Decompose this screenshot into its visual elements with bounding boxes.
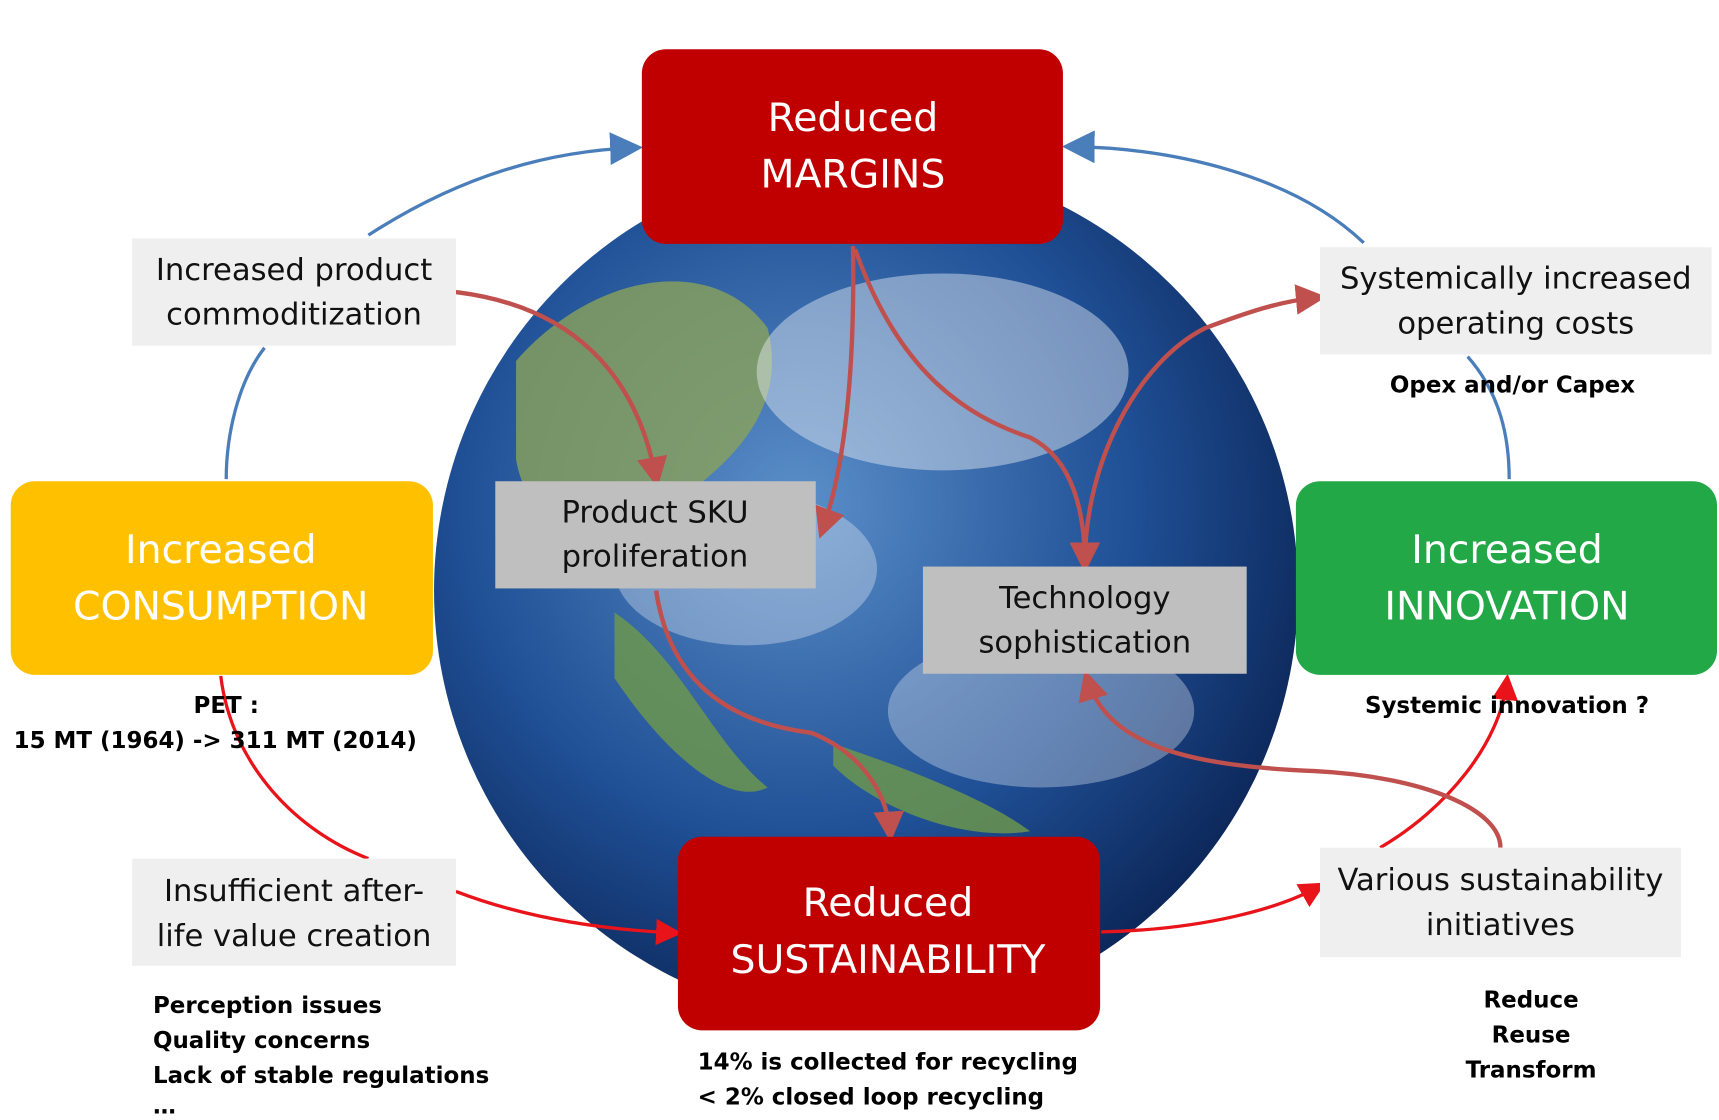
note: Opex and/or Capex [1390, 373, 1635, 399]
node-label: Increased product [156, 253, 432, 288]
note: Quality concerns [153, 1028, 370, 1054]
note: 14% is collected for recycling [698, 1050, 1078, 1076]
innovation-box [1296, 481, 1717, 675]
node-label: Increased [125, 527, 317, 573]
margins-box [642, 49, 1063, 244]
node-label: Increased [1411, 527, 1603, 573]
sustainability-box [678, 837, 1100, 1031]
node-label: CONSUMPTION [73, 584, 368, 630]
note: 15 MT (1964) -> 311 MT (2014) [14, 728, 417, 754]
note: Transform [1466, 1057, 1597, 1083]
node-label: initiatives [1426, 908, 1575, 943]
node-label: sophistication [978, 626, 1191, 661]
node-label: Reduced [768, 95, 939, 141]
note: … [153, 1093, 176, 1119]
node-label: Systemically increased [1340, 262, 1692, 297]
diagram: Reduced MARGINS Increased CONSUMPTION In… [0, 0, 1719, 1120]
note: Reuse [1492, 1022, 1571, 1048]
node-label: life value creation [157, 919, 432, 954]
note: PET : [194, 693, 259, 719]
node-label: MARGINS [761, 152, 946, 198]
node-label: Technology [998, 581, 1170, 616]
note: Lack of stable regulations [153, 1063, 489, 1089]
node-label: INNOVATION [1384, 584, 1629, 630]
node-label: Insufficient after- [164, 874, 424, 909]
node-label: commoditization [166, 298, 422, 333]
node-label: operating costs [1397, 306, 1634, 341]
node-label: Various sustainability [1337, 863, 1663, 898]
node-label: Reduced [803, 880, 974, 926]
note: Perception issues [153, 993, 382, 1019]
consumption-box [11, 481, 433, 675]
node-label: proliferation [562, 539, 749, 574]
note: Reduce [1483, 987, 1578, 1013]
node-label: SUSTAINABILITY [730, 937, 1046, 983]
node-label: Product SKU [561, 496, 748, 531]
note: < 2% closed loop recycling [698, 1085, 1044, 1111]
note: Systemic innovation ? [1365, 693, 1649, 719]
